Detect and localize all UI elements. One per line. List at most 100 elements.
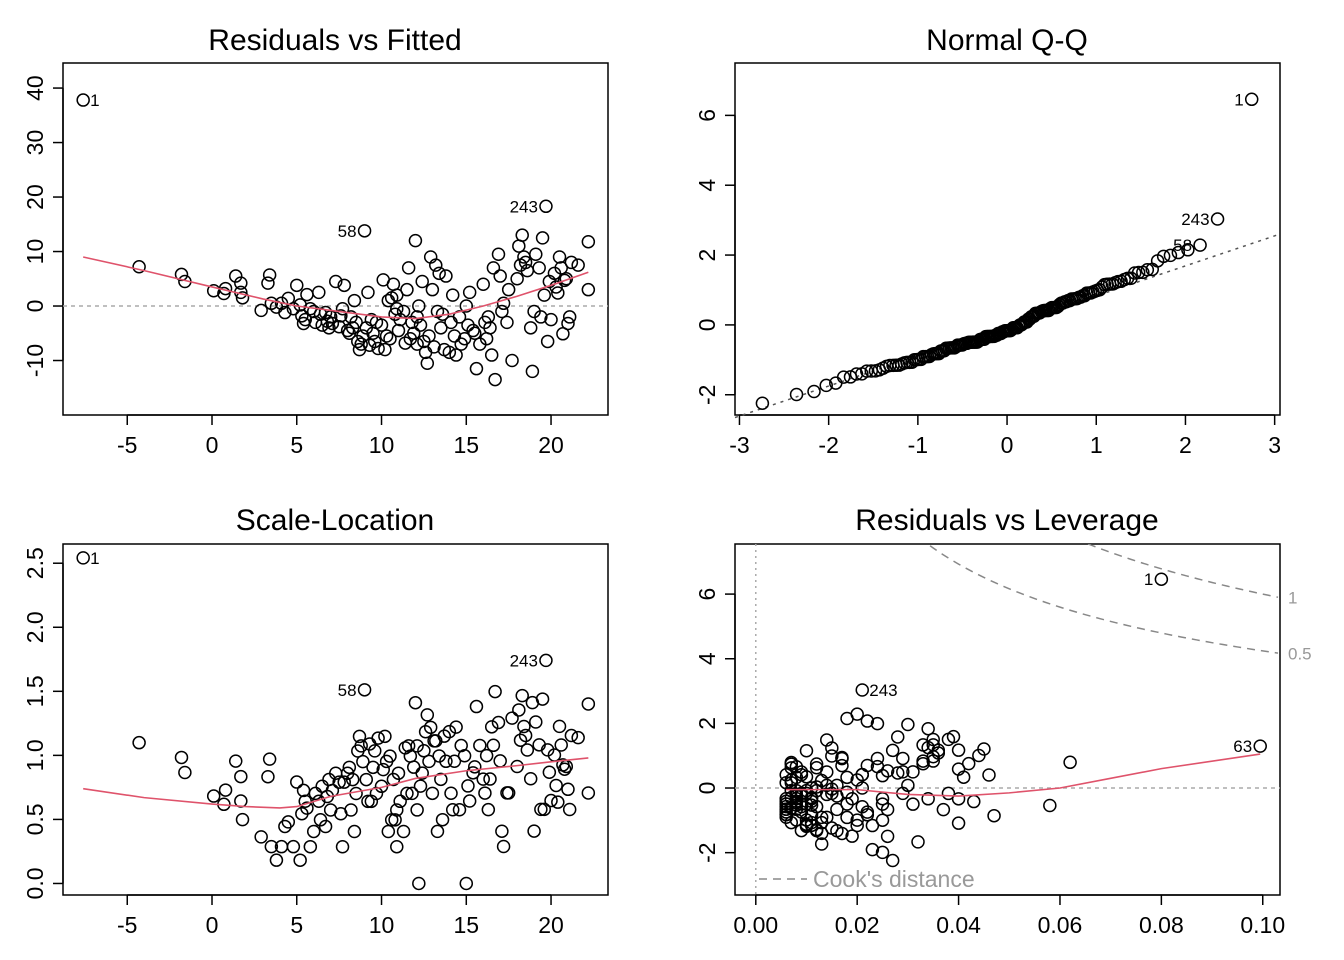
- data-point: [496, 296, 511, 311]
- data-point: [870, 759, 885, 774]
- data-point: [405, 786, 419, 801]
- x-tick-label: 10: [369, 912, 395, 938]
- data-point: [809, 757, 824, 771]
- data-point: [290, 775, 304, 789]
- data-point: [488, 684, 502, 699]
- data-point: [961, 756, 976, 771]
- data-point: [921, 792, 935, 806]
- data-point: [413, 318, 428, 332]
- data-point: [359, 772, 374, 787]
- panel-title-scale-location: Scale-Location: [236, 504, 434, 537]
- data-point: [1210, 212, 1225, 226]
- data-point: [539, 199, 553, 214]
- data-point: [885, 743, 900, 758]
- data-point: [278, 819, 292, 834]
- data-point: [434, 321, 448, 335]
- data-point: [523, 772, 538, 786]
- data-point: [332, 319, 346, 334]
- data-point: [483, 321, 497, 335]
- data-point: [481, 802, 496, 817]
- data-point: [500, 315, 514, 330]
- data-point: [303, 839, 318, 854]
- data-point: [515, 228, 529, 242]
- data-point: [875, 768, 890, 783]
- data-point: [418, 345, 433, 360]
- y-tick-label: 6: [694, 588, 720, 601]
- panel-2: -3 -2 -1 0 1 2 3 -2 0 2 4 6 58 243 1: [694, 62, 1281, 458]
- point-label: 58: [338, 681, 357, 700]
- data-point: [430, 824, 445, 839]
- data-point: [76, 551, 90, 565]
- data-point: [461, 318, 475, 332]
- y-tick-label: -10: [22, 344, 48, 377]
- data-point: [855, 767, 870, 782]
- data-point: [420, 708, 435, 722]
- point-label: 63: [1233, 737, 1252, 756]
- y-tick-label: 6: [694, 109, 720, 122]
- data-point: [362, 737, 377, 751]
- x-tick-label: 20: [538, 912, 564, 938]
- data-point: [517, 719, 531, 734]
- data-point: [417, 744, 431, 758]
- data-point: [254, 830, 268, 844]
- y-tick-label: 0.5: [22, 803, 48, 835]
- data-point: [529, 715, 543, 729]
- data-point: [390, 301, 404, 316]
- data-point: [1140, 262, 1155, 277]
- x-tick-label: 3: [1268, 432, 1281, 458]
- y-tick-label: 2.5: [22, 547, 48, 579]
- data-point: [445, 803, 460, 817]
- data-point: [495, 824, 509, 838]
- data-point: [840, 810, 854, 825]
- data-point: [473, 738, 487, 753]
- data-point: [518, 728, 533, 743]
- data-point: [479, 748, 494, 763]
- plot-frame: [734, 543, 1281, 896]
- x-tick-label: 0.06: [1038, 912, 1083, 938]
- data-point: [476, 772, 490, 786]
- data-point: [447, 754, 462, 769]
- data-point: [941, 786, 956, 801]
- data-point: [951, 792, 966, 806]
- data-point: [362, 338, 377, 353]
- data-point: [452, 803, 467, 817]
- x-tick-label: 2: [1179, 432, 1192, 458]
- y-tick-label: -2: [694, 385, 720, 405]
- data-point: [76, 93, 90, 107]
- data-point: [1244, 92, 1259, 107]
- point-label: 58: [338, 222, 357, 241]
- data-point: [468, 326, 482, 341]
- data-point: [520, 743, 535, 757]
- data-point: [361, 285, 375, 300]
- data-point: [549, 280, 563, 294]
- data-point: [337, 775, 351, 789]
- data-point: [804, 791, 819, 806]
- data-point: [390, 288, 404, 302]
- data-point: [552, 250, 567, 264]
- data-point: [398, 336, 413, 350]
- data-point: [789, 783, 804, 798]
- data-point: [296, 783, 311, 798]
- data-point: [534, 310, 548, 324]
- data-point: [537, 802, 552, 817]
- data-point: [356, 329, 370, 343]
- data-point: [982, 768, 996, 782]
- x-tick-label: 0: [1001, 432, 1014, 458]
- data-point: [320, 314, 335, 329]
- data-point: [544, 793, 558, 808]
- data-point: [513, 733, 528, 747]
- data-point: [794, 765, 809, 779]
- data-point: [178, 765, 192, 780]
- data-point: [819, 378, 833, 393]
- data-point: [486, 261, 501, 275]
- data-point: [342, 760, 357, 775]
- x-tick-label: 0.08: [1139, 912, 1184, 938]
- data-point: [413, 779, 428, 793]
- data-point: [556, 758, 570, 772]
- data-point: [454, 738, 468, 753]
- data-point: [835, 751, 849, 766]
- data-point: [860, 714, 875, 728]
- data-point: [581, 234, 596, 249]
- data-point: [926, 732, 940, 747]
- data-point: [880, 802, 895, 817]
